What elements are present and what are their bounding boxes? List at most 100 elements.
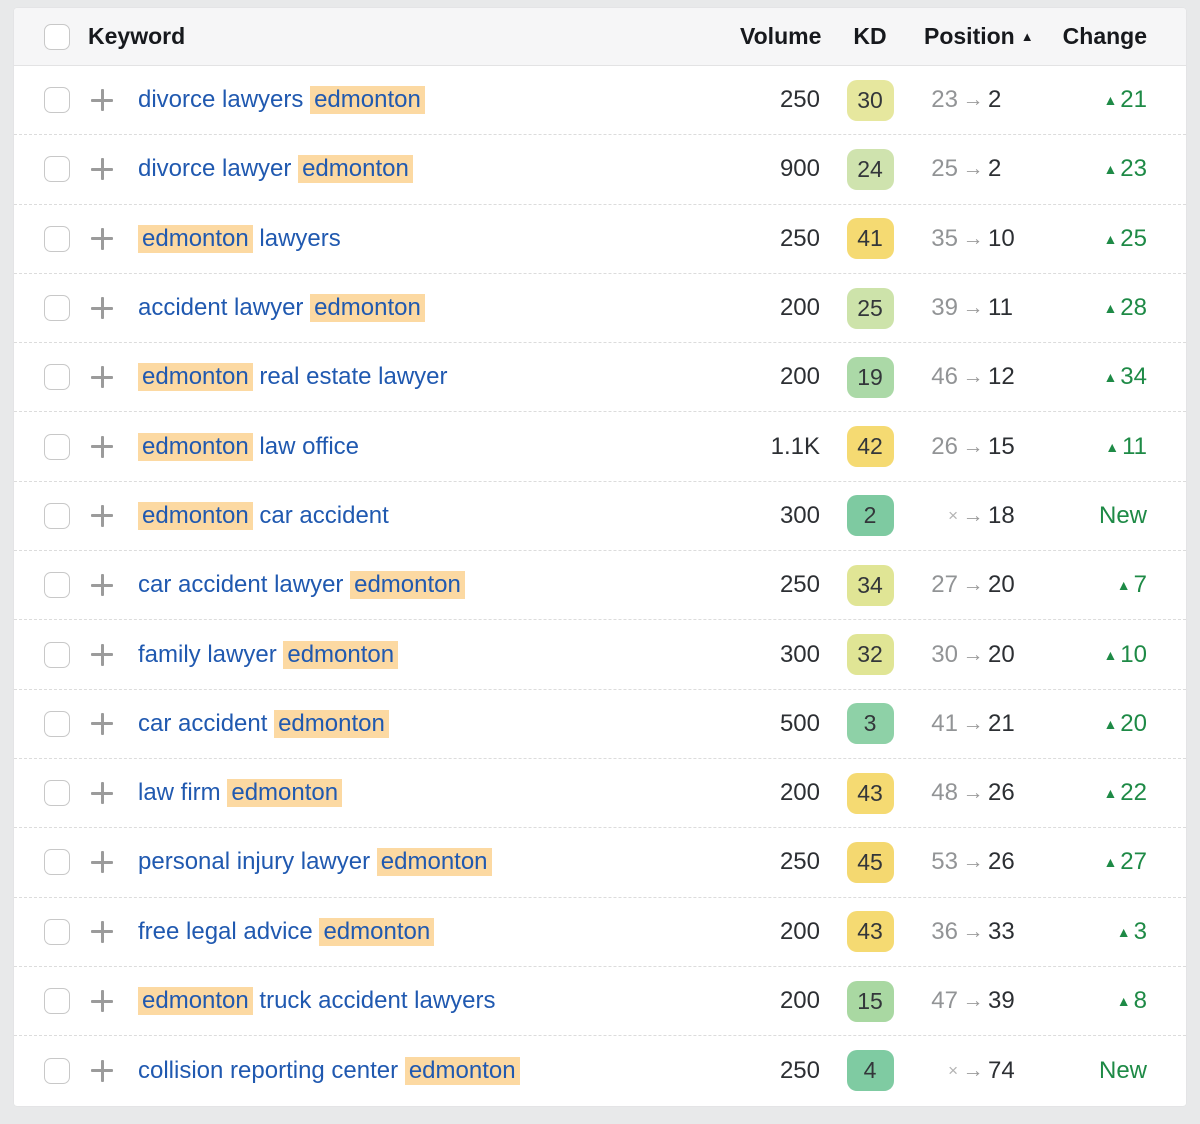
- position-from: 47: [931, 987, 958, 1014]
- keyword-link[interactable]: edmonton real estate lawyer: [138, 363, 448, 392]
- change-cell: ▲ 22: [1044, 779, 1147, 807]
- change-value: New: [1098, 1056, 1147, 1084]
- add-keyword-button[interactable]: [90, 851, 114, 874]
- row-checkbox[interactable]: [44, 572, 70, 599]
- highlighted-term: edmonton: [283, 640, 399, 669]
- keyword-text: family lawyer: [138, 640, 284, 668]
- keyword-text: law office: [252, 432, 360, 460]
- row-checkbox[interactable]: [44, 225, 70, 252]
- change-up-icon: ▲: [1103, 230, 1118, 247]
- position-from: 39: [931, 294, 958, 322]
- column-header-volume-label: Volume: [740, 23, 822, 49]
- add-keyword-button[interactable]: [90, 158, 114, 181]
- add-keyword-button[interactable]: [90, 504, 114, 527]
- change-value: 7: [1133, 571, 1147, 599]
- keyword-link[interactable]: car accident edmonton: [138, 709, 389, 738]
- plus-icon: [91, 712, 113, 735]
- position-from: ×: [948, 505, 958, 525]
- keyword-link[interactable]: accident lawyer edmonton: [138, 294, 425, 323]
- volume-cell: 300: [740, 502, 820, 530]
- volume-value: 300: [779, 640, 820, 668]
- position-to: 26: [988, 779, 1015, 807]
- change-up-icon: ▲: [1103, 785, 1118, 802]
- change-cell: ▲ 27: [1044, 848, 1147, 876]
- keyword-link[interactable]: edmonton truck accident lawyers: [138, 987, 496, 1015]
- position-from: 23: [931, 86, 958, 114]
- add-keyword-button[interactable]: [90, 435, 114, 458]
- keyword-link[interactable]: edmonton law office: [138, 432, 360, 461]
- row-checkbox[interactable]: [44, 918, 70, 945]
- position-arrow-icon: →: [962, 919, 984, 943]
- position-arrow-icon: →: [962, 434, 984, 458]
- position-to: 20: [988, 640, 1015, 668]
- add-keyword-button[interactable]: [90, 366, 114, 389]
- keyword-link[interactable]: divorce lawyers edmonton: [138, 86, 425, 115]
- row-checkbox[interactable]: [44, 156, 70, 183]
- keyword-link[interactable]: law firm edmonton: [138, 779, 343, 808]
- keywords-table: Keyword Volume KD Position ▲ Change divo…: [14, 8, 1186, 1106]
- add-keyword-button[interactable]: [90, 574, 114, 597]
- keyword-link[interactable]: family lawyer edmonton: [138, 640, 399, 669]
- row-checkbox[interactable]: [44, 295, 70, 322]
- column-header-keyword[interactable]: Keyword: [88, 23, 740, 50]
- add-keyword-button[interactable]: [90, 89, 114, 112]
- row-checkbox[interactable]: [44, 710, 70, 737]
- volume-cell: 500: [740, 710, 820, 738]
- position-cell: × → 18: [914, 502, 1044, 530]
- plus-icon: [91, 504, 113, 527]
- keyword-text: collision reporting center: [138, 1056, 405, 1084]
- add-keyword-button[interactable]: [90, 920, 114, 943]
- row-checkbox[interactable]: [44, 849, 70, 876]
- keyword-link[interactable]: collision reporting center edmonton: [138, 1056, 520, 1085]
- row-checkbox[interactable]: [44, 988, 70, 1014]
- column-header-volume[interactable]: Volume: [740, 23, 822, 50]
- select-all-checkbox[interactable]: [44, 23, 70, 50]
- row-checkbox[interactable]: [44, 641, 70, 668]
- position-from: 30: [931, 640, 958, 668]
- keyword-link[interactable]: divorce lawyer edmonton: [138, 155, 413, 184]
- row-checkbox[interactable]: [44, 364, 70, 391]
- highlighted-term: edmonton: [138, 224, 253, 253]
- change-value: 25: [1120, 224, 1147, 252]
- keyword-link[interactable]: edmonton car accident: [138, 501, 389, 530]
- column-header-kd[interactable]: KD: [846, 23, 894, 50]
- position-to: 39: [988, 987, 1015, 1014]
- plus-icon: [91, 435, 113, 458]
- change-up-icon: ▲: [1103, 161, 1118, 178]
- add-keyword-button[interactable]: [90, 712, 114, 735]
- keyword-link[interactable]: car accident lawyer edmonton: [138, 571, 465, 600]
- kd-cell: 43: [846, 911, 894, 953]
- row-checkbox[interactable]: [44, 502, 70, 529]
- column-header-position[interactable]: Position ▲: [914, 23, 1044, 50]
- add-keyword-button[interactable]: [90, 227, 114, 250]
- row-checkbox[interactable]: [44, 1057, 70, 1084]
- keyword-link[interactable]: edmonton lawyers: [138, 224, 341, 253]
- highlighted-term: edmonton: [274, 709, 389, 738]
- kd-cell: 43: [846, 772, 894, 814]
- table-row: edmonton truck accident lawyers 200 15 4…: [14, 966, 1186, 1037]
- keyword-text: car accident: [252, 501, 389, 529]
- highlighted-term: edmonton: [310, 294, 425, 323]
- table-row: car accident lawyer edmonton 250 34 27 →…: [14, 551, 1186, 621]
- add-keyword-button[interactable]: [90, 643, 114, 666]
- plus-icon: [91, 574, 113, 597]
- kd-cell: 32: [846, 634, 894, 676]
- add-keyword-button[interactable]: [90, 990, 114, 1012]
- add-keyword-button[interactable]: [90, 1059, 114, 1082]
- row-checkbox[interactable]: [44, 433, 70, 460]
- position-cell: 23 → 2: [914, 86, 1044, 114]
- column-header-change[interactable]: Change: [1044, 23, 1147, 50]
- change-up-icon: ▲: [1103, 369, 1118, 386]
- row-checkbox[interactable]: [44, 87, 70, 114]
- keyword-text: free legal advice: [138, 917, 320, 945]
- add-keyword-button[interactable]: [90, 297, 114, 320]
- row-checkbox[interactable]: [44, 780, 70, 807]
- plus-icon: [91, 920, 113, 943]
- position-cell: 26 → 15: [914, 433, 1044, 461]
- kd-badge: 25: [846, 287, 894, 329]
- kd-cell: 2: [846, 495, 894, 537]
- keyword-link[interactable]: personal injury lawyer edmonton: [138, 848, 492, 877]
- keyword-link[interactable]: free legal advice edmonton: [138, 917, 435, 946]
- add-keyword-button[interactable]: [90, 782, 114, 805]
- position-to: 2: [988, 155, 1002, 183]
